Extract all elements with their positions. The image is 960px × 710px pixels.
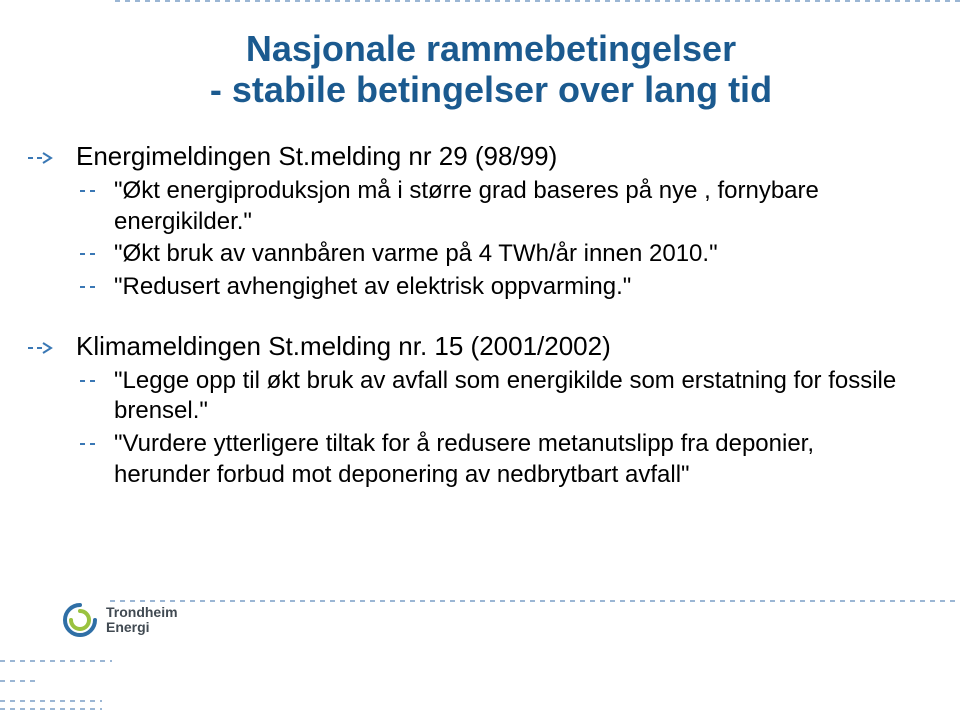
bullet-text: "Økt bruk av vannbåren varme på 4 TWh/år… [114,240,718,267]
content-body: Energimeldingen St.melding nr 29 (98/99)… [70,141,912,491]
bullet-text: "Redusert avhengighet av elektrisk oppva… [114,273,631,300]
decorative-mask [0,0,115,2]
bullet-l2: "Vurdere ytterligere tiltak for å reduse… [108,429,912,490]
bullet-text: Klimameldingen St.melding nr. 15 (2001/2… [76,331,611,361]
bullet-text: "Vurdere ytterligere tiltak for å reduse… [114,430,814,488]
logo-swirl-icon [62,602,98,638]
bullet-l2: "Økt bruk av vannbåren varme på 4 TWh/år… [108,239,912,270]
dash-icon [80,380,98,382]
bullet-text: Energimeldingen St.melding nr 29 (98/99) [76,141,557,171]
slide: Nasjonale rammebetingelser - stabile bet… [0,0,960,710]
company-logo: Trondheim Energi [62,602,178,638]
bullet-text: "Legge opp til økt bruk av avfall som en… [114,367,896,425]
logo-text-line2: Energi [106,620,178,635]
dash-icon [80,443,98,445]
arrow-icon [28,341,56,355]
dash-icon [80,286,98,288]
bullet-l1: Klimameldingen St.melding nr. 15 (2001/2… [70,331,912,362]
bullet-l2: "Redusert avhengighet av elektrisk oppva… [108,272,912,303]
spacer [70,305,912,331]
title-block: Nasjonale rammebetingelser - stabile bet… [70,28,912,111]
arrow-icon [28,151,56,165]
slide-title-line1: Nasjonale rammebetingelser [70,28,912,69]
decorative-mask [36,680,960,682]
slide-title-line2: - stabile betingelser over lang tid [70,69,912,110]
decorative-mask [102,700,960,702]
bullet-text: "Økt energiproduksjon må i større grad b… [114,177,819,235]
logo-text: Trondheim Energi [106,605,178,634]
bullet-l2: "Økt energiproduksjon må i større grad b… [108,176,912,237]
bullet-l1: Energimeldingen St.melding nr 29 (98/99) [70,141,912,172]
dash-icon [80,190,98,192]
decorative-mask [112,660,960,662]
bullet-l2: "Legge opp til økt bruk av avfall som en… [108,366,912,427]
dash-icon [80,253,98,255]
logo-text-line1: Trondheim [106,605,178,620]
